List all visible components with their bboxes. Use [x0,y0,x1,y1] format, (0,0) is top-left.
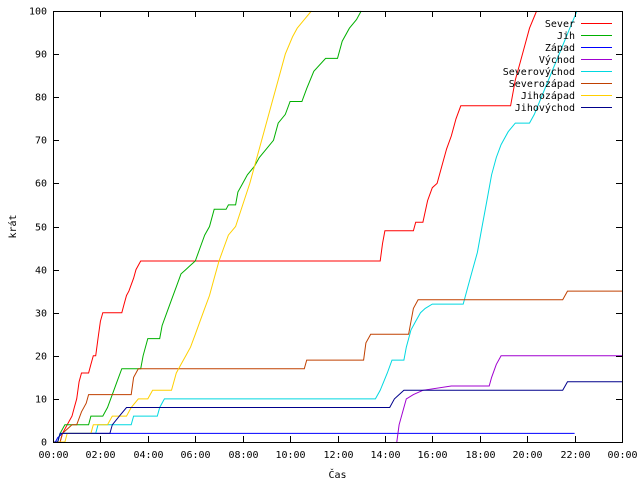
series-line-0 [53,10,538,443]
legend-label: Jih [557,31,575,42]
legend-label: Sever [545,19,575,30]
y-tick-label: 70 [35,136,47,147]
x-tick-label: 16:00 [417,450,447,461]
x-axis: 00:00 02:00 04:00 06:00 08:00 10:00 12:00 14:00… [38,11,638,461]
x-tick-label: 12:00 [323,450,353,461]
y-tick-label: 60 [35,179,47,190]
series-line-1 [53,10,362,443]
series-line-5 [53,290,622,443]
x-tick-label: 00:00 [38,450,68,461]
x-tick-label: 18:00 [465,450,495,461]
y-tick-label: 50 [35,223,47,234]
legend-label: Jihozápad [521,90,575,102]
y-axis: 0 10 20 30 40 50 60 70 80 90 100 [29,7,622,449]
legend-label: Jihovýchod [515,102,575,114]
y-tick-label: 80 [35,93,47,104]
x-tick-label: 22:00 [560,450,590,461]
y-tick-label: 20 [35,352,47,363]
x-tick-label: 10:00 [275,450,305,461]
y-tick-label: 40 [35,266,47,277]
series-line-2 [53,432,575,443]
legend-label: Východ [539,54,575,66]
series-line-4 [53,10,578,443]
x-tick-label: 06:00 [180,450,210,461]
legend-label: Severovýchod [503,66,575,78]
series-line-7 [53,381,622,443]
legend: SeverJihZápadVýchodSeverovýchodSeverozáp… [503,19,612,114]
y-axis-title: krát [7,214,19,238]
legend-label: Západ [545,42,575,54]
x-axis-title: Čas [328,468,346,480]
series-line-6 [53,10,312,443]
y-tick-label: 90 [35,50,47,61]
y-tick-label: 10 [35,395,47,406]
y-tick-label: 30 [35,309,47,320]
x-tick-label: 04:00 [133,450,163,461]
x-tick-label: 00:00 [607,450,637,461]
x-tick-label: 20:00 [512,450,542,461]
x-tick-label: 14:00 [370,450,400,461]
series-line-3 [396,355,622,443]
y-tick-label: 0 [41,438,47,449]
legend-label: Severozápad [509,78,575,90]
x-tick-label: 08:00 [228,450,258,461]
x-tick-label: 02:00 [85,450,115,461]
y-tick-label: 100 [29,7,47,18]
